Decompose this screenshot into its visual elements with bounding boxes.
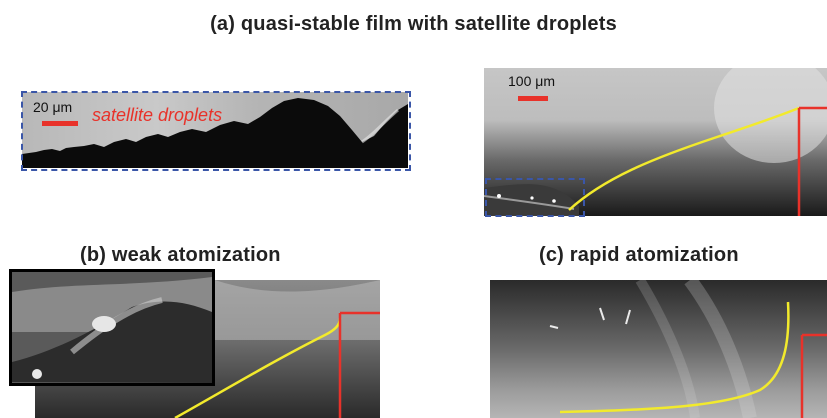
- satellite-droplets-inset-image: [22, 92, 408, 168]
- panel-a-dashed-region: [485, 178, 585, 217]
- panel-c-graphic: [549, 280, 827, 418]
- panel-a-graphic: [484, 68, 827, 216]
- satellite-droplets-annotation: satellite droplets: [92, 105, 223, 125]
- panel-b-graphic: [174, 280, 380, 418]
- scale-label-100um: 100 μm: [508, 73, 555, 89]
- scale-label-20um: 20 μm: [33, 99, 73, 115]
- satellite-inset-dashed-frame: [21, 91, 411, 171]
- panel-a-image: [484, 68, 827, 216]
- panel-b-title: (b) weak atomization: [80, 244, 281, 266]
- panel-b-inset-graphic: [12, 277, 212, 383]
- panel-b-zoom-inset: [9, 269, 215, 386]
- satellite-droplets-graphic: [22, 98, 408, 168]
- scale-bar-100um: [518, 96, 548, 101]
- scale-bar-20um: [42, 121, 78, 126]
- panel-a-title: (a) quasi-stable film with satellite dro…: [210, 13, 617, 35]
- panel-c-image: [490, 280, 827, 418]
- panel-c-title: (c) rapid atomization: [539, 244, 739, 266]
